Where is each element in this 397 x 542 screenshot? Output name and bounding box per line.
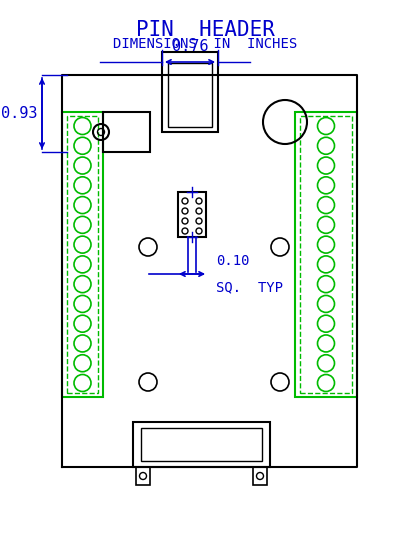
Bar [136, 467, 150, 485]
Bar [295, 112, 357, 397]
Text: PIN  HEADER: PIN HEADER [135, 20, 274, 40]
Text: 0.93: 0.93 [0, 106, 37, 121]
Bar [168, 63, 212, 127]
Bar [62, 112, 103, 397]
Bar [133, 422, 270, 467]
Text: DIMENSIONS  IN  INCHES: DIMENSIONS IN INCHES [113, 37, 297, 51]
Bar [162, 52, 218, 132]
Bar [103, 112, 150, 152]
Bar [141, 428, 262, 461]
Bar [253, 467, 267, 485]
Text: 0.10: 0.10 [216, 254, 249, 268]
Text: SQ.  TYP: SQ. TYP [216, 280, 283, 294]
Bar [178, 192, 206, 237]
Bar [300, 116, 352, 393]
Bar [67, 116, 98, 393]
Text: 0.76: 0.76 [172, 39, 208, 54]
